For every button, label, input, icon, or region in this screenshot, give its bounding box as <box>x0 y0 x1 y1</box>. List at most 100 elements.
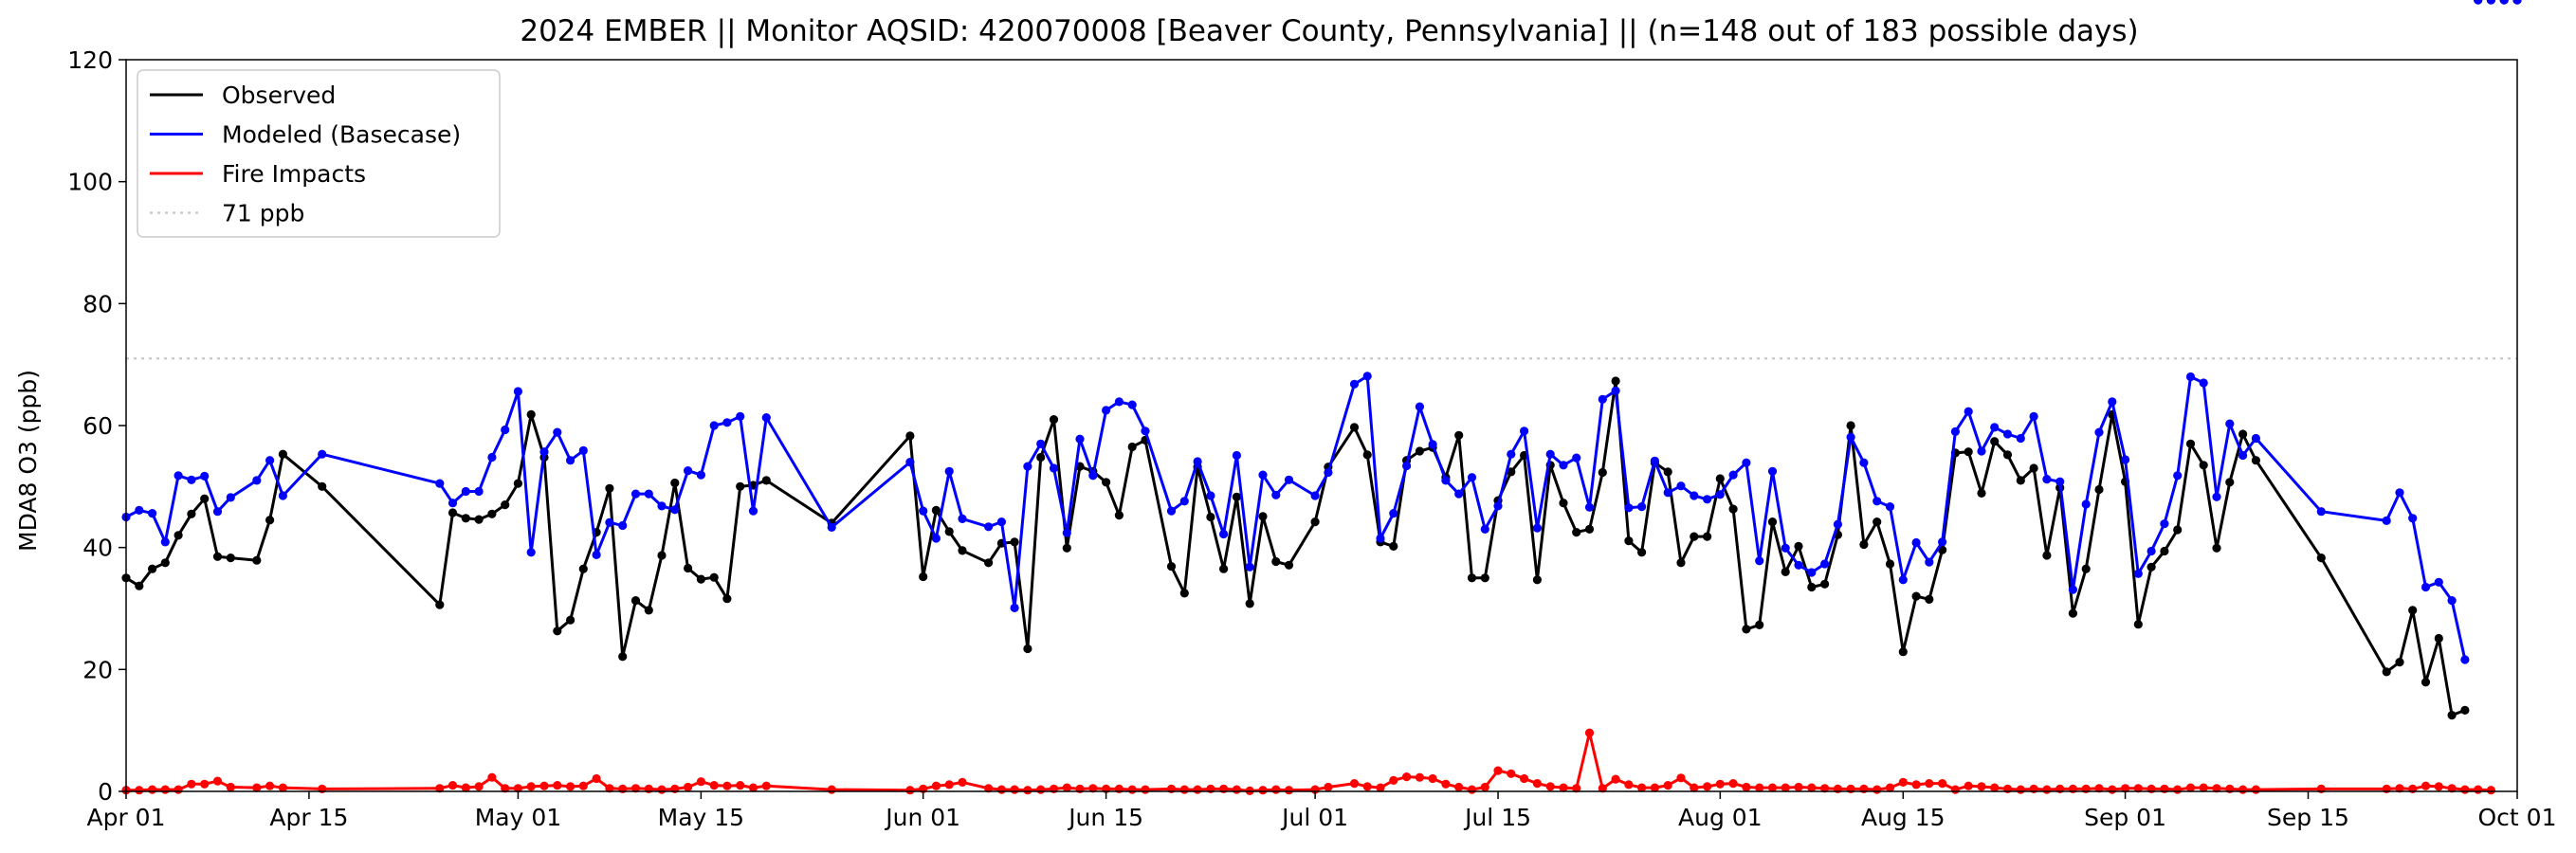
data-point <box>526 548 536 557</box>
x-tick-label: Jul 15 <box>1463 804 1531 831</box>
data-point <box>1389 541 1398 552</box>
data-point <box>1637 548 1647 557</box>
data-point <box>265 456 275 465</box>
data-point <box>1219 564 1229 573</box>
data-point <box>919 506 928 516</box>
data-point <box>1715 779 1725 789</box>
data-point <box>630 489 641 499</box>
data-point <box>1493 766 1503 775</box>
data-point <box>1545 449 1555 459</box>
data-point <box>657 551 667 560</box>
data-point <box>2108 397 2117 407</box>
data-point <box>722 418 732 427</box>
data-point <box>501 425 510 435</box>
data-point <box>1598 784 1607 793</box>
data-point <box>722 594 732 604</box>
data-point <box>1389 775 1398 786</box>
data-point <box>1859 458 1869 467</box>
data-point <box>1885 783 1895 792</box>
data-point <box>1820 579 1830 589</box>
data-point <box>958 546 967 555</box>
data-point <box>1767 783 1778 792</box>
data-point <box>1102 478 1111 487</box>
y-tick-label: 100 <box>67 169 113 196</box>
data-point <box>996 517 1006 527</box>
data-point <box>1964 447 1973 457</box>
data-point <box>761 781 771 790</box>
x-tick-label: Jun 15 <box>1067 804 1143 831</box>
data-point <box>135 786 144 795</box>
data-point <box>1584 728 1595 737</box>
x-tick-label: Apr 01 <box>86 804 165 831</box>
y-axis-label: MDA8 O3 (ppb) <box>14 370 42 552</box>
chart-legend: Observed Modeled (Basecase) Fire Impacts 71… <box>137 69 501 238</box>
data-point <box>1454 489 1464 499</box>
data-point <box>566 615 575 625</box>
data-point <box>1258 786 1268 795</box>
y-tick-label: 120 <box>67 46 113 74</box>
data-point <box>278 783 287 792</box>
data-point <box>212 507 223 517</box>
data-point <box>1179 589 1189 598</box>
data-point <box>513 479 523 488</box>
data-point <box>1559 461 1568 470</box>
data-point <box>1023 462 1032 471</box>
data-point <box>2185 783 2196 792</box>
data-point <box>1703 495 1712 504</box>
data-point <box>252 555 262 565</box>
data-point <box>1690 491 1699 500</box>
series-modeled-basecase <box>121 0 2522 664</box>
data-point <box>1480 573 1489 583</box>
data-point <box>1245 562 1254 572</box>
data-point <box>2160 519 2169 529</box>
data-point <box>566 782 575 791</box>
data-point <box>2185 439 2196 448</box>
data-point <box>1873 517 1882 527</box>
series-observed <box>121 0 2522 720</box>
y-tick-label: 20 <box>82 656 113 683</box>
data-point <box>2173 785 2183 794</box>
data-point <box>1258 470 1268 480</box>
data-point <box>1885 559 1895 569</box>
data-point <box>1663 467 1672 477</box>
data-point <box>630 784 641 793</box>
data-point <box>2238 785 2248 794</box>
data-point <box>2395 658 2404 667</box>
data-point <box>2173 525 2183 535</box>
data-point <box>1310 491 1320 500</box>
data-point <box>1611 774 1620 784</box>
x-tick-label: Sep 01 <box>2084 804 2166 831</box>
data-point <box>1036 439 1046 448</box>
data-point <box>226 782 235 792</box>
y-tick-label: 0 <box>98 778 113 806</box>
data-point <box>1755 620 1764 630</box>
data-point <box>1794 541 1803 552</box>
data-point <box>187 779 196 789</box>
data-point <box>1532 523 1542 533</box>
legend-label: Observed <box>222 82 336 109</box>
data-point <box>2173 471 2183 481</box>
data-point <box>1480 524 1489 535</box>
data-point <box>461 514 470 523</box>
data-point <box>684 563 693 573</box>
data-point <box>487 772 497 782</box>
data-point <box>2421 678 2431 687</box>
data-point <box>2081 499 2091 509</box>
data-point <box>2042 475 2052 484</box>
data-point <box>1127 400 1137 409</box>
data-point <box>1964 407 1973 416</box>
series-line <box>125 379 2466 717</box>
data-point <box>487 452 497 463</box>
data-point <box>2499 0 2509 5</box>
data-point <box>539 447 549 457</box>
data-point <box>448 781 458 790</box>
data-point <box>1507 467 1516 477</box>
data-point <box>684 782 693 792</box>
x-tick-label: Oct 01 <box>2478 804 2557 831</box>
x-tick-label: Aug 01 <box>1678 804 1763 831</box>
data-point <box>2460 705 2470 716</box>
data-point <box>1781 783 1790 792</box>
data-point <box>1846 432 1855 442</box>
legend-label: Fire Impacts <box>222 160 366 188</box>
data-point <box>2251 433 2260 444</box>
